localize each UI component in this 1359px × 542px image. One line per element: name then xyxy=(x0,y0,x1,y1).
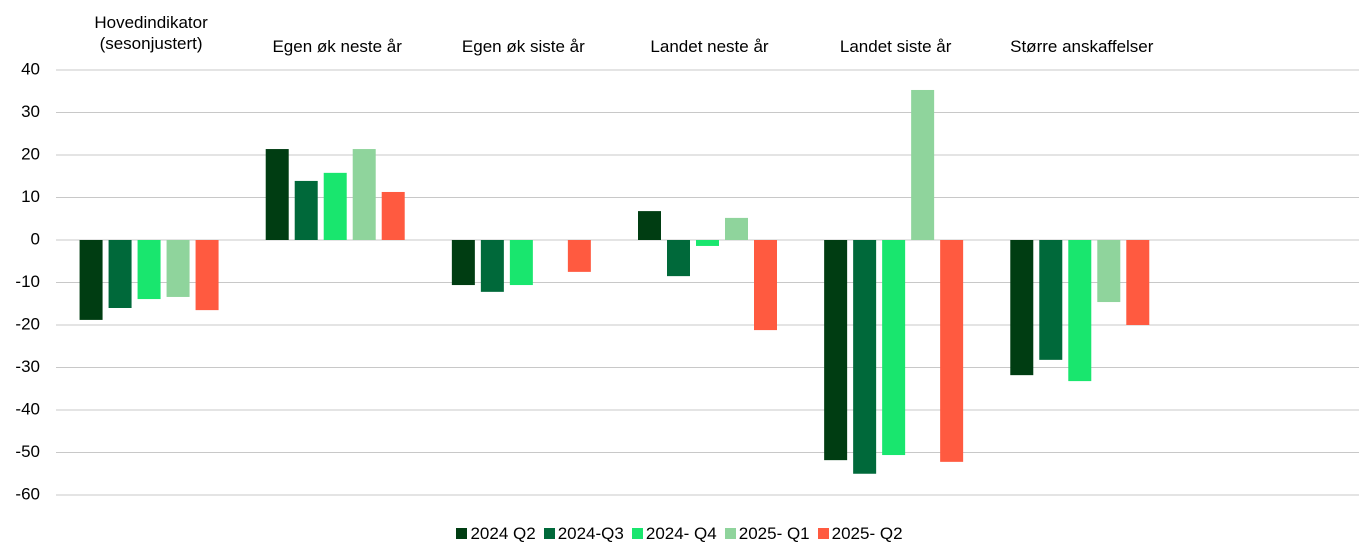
y-tick-label: -40 xyxy=(15,399,40,418)
category-label: Egen øk siste år xyxy=(461,37,585,56)
bar xyxy=(137,240,161,300)
bar xyxy=(754,240,777,331)
legend-label: 2025- Q1 xyxy=(738,524,810,542)
bar xyxy=(352,149,376,240)
bar xyxy=(882,240,906,456)
bar xyxy=(853,240,877,474)
bar xyxy=(1097,240,1121,303)
bar xyxy=(667,240,690,277)
bar xyxy=(323,172,347,240)
bar xyxy=(638,211,661,240)
legend-item: 2025- Q1 xyxy=(724,524,810,542)
bar xyxy=(1010,240,1034,376)
bar xyxy=(381,191,405,240)
bar xyxy=(567,240,591,272)
bar xyxy=(1126,240,1150,325)
legend-swatch xyxy=(456,528,468,539)
legend-item: 2024 Q2 xyxy=(456,524,536,542)
bar xyxy=(294,180,318,240)
bar xyxy=(480,240,504,292)
bar xyxy=(1068,240,1092,382)
bar xyxy=(451,240,475,286)
bar xyxy=(696,240,719,246)
legend-item: 2024- Q4 xyxy=(631,524,717,542)
legend-swatch xyxy=(724,528,736,539)
bar xyxy=(79,240,103,320)
y-tick-label: -30 xyxy=(15,357,40,376)
bar xyxy=(824,240,848,461)
legend-label: 2025- Q2 xyxy=(831,524,903,542)
category-label: Hovedindikator (sesonjustert) xyxy=(94,13,208,53)
y-tick-label: -20 xyxy=(15,314,40,333)
bar xyxy=(195,240,219,311)
legend-swatch xyxy=(631,528,643,539)
legend-item: 2025- Q2 xyxy=(817,524,903,542)
y-tick-label: 10 xyxy=(21,187,40,206)
category-label: Egen øk neste år xyxy=(272,37,402,56)
bar xyxy=(725,217,748,240)
y-tick-label: -10 xyxy=(15,272,40,291)
bar xyxy=(509,240,533,286)
bar xyxy=(940,240,964,462)
legend-label: 2024-Q3 xyxy=(557,524,624,542)
bar xyxy=(265,149,289,240)
legend-item: 2024-Q3 xyxy=(543,524,624,542)
y-tick-label: 20 xyxy=(21,144,40,163)
legend-swatch xyxy=(543,528,555,539)
category-label: Landet neste år xyxy=(650,37,769,56)
category-label: Større anskaffelser xyxy=(1010,37,1154,56)
category-label: Landet siste år xyxy=(839,37,952,56)
y-tick-label: 30 xyxy=(21,102,40,121)
bar xyxy=(1039,240,1063,360)
y-tick-label: -60 xyxy=(15,484,40,503)
legend-swatch xyxy=(817,528,829,539)
bar xyxy=(108,240,132,308)
bar xyxy=(911,89,935,240)
bar xyxy=(166,240,190,297)
y-tick-label: 0 xyxy=(31,229,40,248)
y-tick-label: 40 xyxy=(21,59,40,78)
legend-label: 2024 Q2 xyxy=(470,524,536,542)
legend: 2024 Q2 2024-Q3 2024- Q4 2025- Q1 2025- Q2 xyxy=(0,524,1359,542)
y-tick-label: -50 xyxy=(15,442,40,461)
legend-label: 2024- Q4 xyxy=(645,524,717,542)
